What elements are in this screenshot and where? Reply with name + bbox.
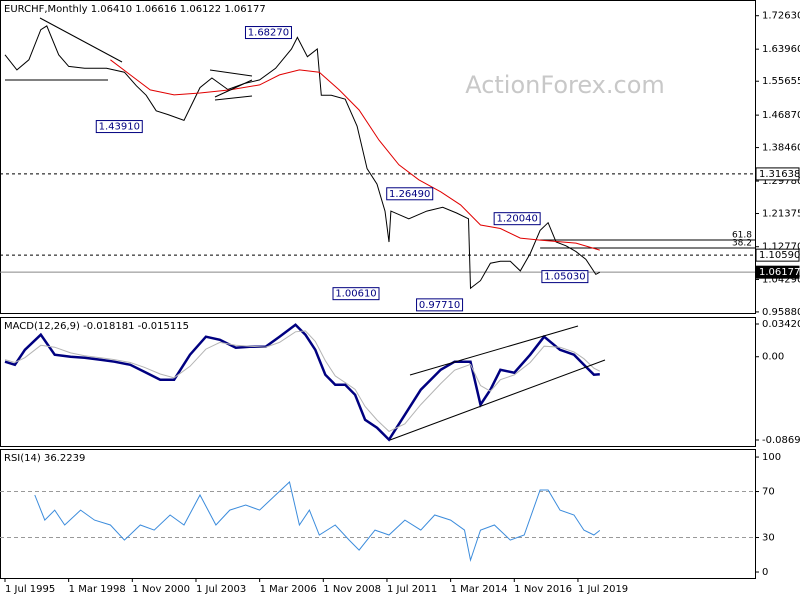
watermark: ActionForex.com <box>465 71 665 99</box>
y-tick-label: 1.38460 <box>762 143 800 154</box>
x-tick-label: 1 Jul 1995 <box>5 584 55 595</box>
level-label: 1.31638 <box>759 169 800 180</box>
pane-title: MACD(12,26,9) -0.018181 -0.015115 <box>4 321 189 332</box>
x-tick-label: 1 Nov 2000 <box>132 584 190 595</box>
y-tick-label: 1.63960 <box>762 44 800 55</box>
trend-line <box>209 69 253 77</box>
y-tick-label: 70 <box>762 487 775 498</box>
y-tick-label: 1.55655 <box>762 76 800 87</box>
trend-lines <box>5 17 606 441</box>
y-tick-label: -0.086933 <box>762 435 800 446</box>
fib-label: 38.2 <box>732 238 752 248</box>
series-line <box>4 25 601 290</box>
y-tick-label: 1.04290 <box>762 274 800 285</box>
pane-frame <box>0 317 756 447</box>
level-label: 1.06177 <box>759 267 800 278</box>
trend-line <box>39 17 123 63</box>
x-tick-label: 1 Mar 2006 <box>260 584 317 595</box>
y-tick-label: 0.95880 <box>762 307 800 318</box>
series-line <box>110 59 600 251</box>
y-tick-label: 1.12770 <box>762 242 800 253</box>
trend-line <box>389 359 606 441</box>
y-tick-label: 30 <box>762 533 775 544</box>
series-line <box>34 481 601 563</box>
pane-frame <box>0 0 756 314</box>
annotation-box <box>95 120 143 134</box>
annotation-label: 1.43910 <box>99 122 140 133</box>
pane-title: RSI(14) 36.2239 <box>4 453 85 464</box>
annotation-label: 1.00610 <box>335 289 376 300</box>
x-tick-label: 1 Jul 2011 <box>387 584 437 595</box>
annotation-label: 1.05030 <box>544 272 585 283</box>
trend-line <box>409 325 579 376</box>
trend-line <box>214 95 253 101</box>
y-tick-label: 1.29780 <box>762 176 800 187</box>
level-label: 1.10590 <box>759 250 800 261</box>
x-tick-label: 1 Mar 1998 <box>69 584 126 595</box>
trend-line <box>214 79 253 98</box>
annotation-box <box>244 26 292 40</box>
fib-label: 61.8 <box>732 231 752 241</box>
level-box <box>755 265 800 279</box>
level-box <box>755 167 800 181</box>
x-tick-label: 1 Jul 2003 <box>196 584 246 595</box>
x-tick-label: 1 Jul 2019 <box>578 584 628 595</box>
y-tick-label: 0.034203 <box>762 319 800 330</box>
level-box <box>755 248 800 262</box>
annotation-box <box>386 187 434 201</box>
y-tick-label: 0 <box>762 567 768 578</box>
annotation-label: 1.20040 <box>496 214 537 225</box>
annotation-box <box>332 287 380 301</box>
pane-frame <box>0 449 756 579</box>
annotation-label: 1.68270 <box>248 28 289 39</box>
y-tick-label: 0.00 <box>762 352 784 363</box>
series-line <box>4 330 601 432</box>
y-tick-label: 1.72630 <box>762 11 800 22</box>
pane-title: EURCHF,Monthly 1.06410 1.06616 1.06122 1… <box>4 4 266 15</box>
x-tick-label: 1 Mar 2014 <box>451 584 508 595</box>
series-line <box>4 323 600 442</box>
x-tick-label: 1 Nov 2016 <box>514 584 572 595</box>
x-tick-label: 1 Nov 2008 <box>323 584 381 595</box>
annotation-box <box>416 298 464 312</box>
y-tick-label: 100 <box>762 452 781 463</box>
y-tick-label: 1.46870 <box>762 110 800 121</box>
annotation-label: 1.26490 <box>389 189 430 200</box>
y-tick-label: 1.21375 <box>762 209 800 220</box>
annotation-box <box>493 212 541 226</box>
annotation-box <box>541 270 589 284</box>
annotation-label: 0.97710 <box>419 300 460 311</box>
